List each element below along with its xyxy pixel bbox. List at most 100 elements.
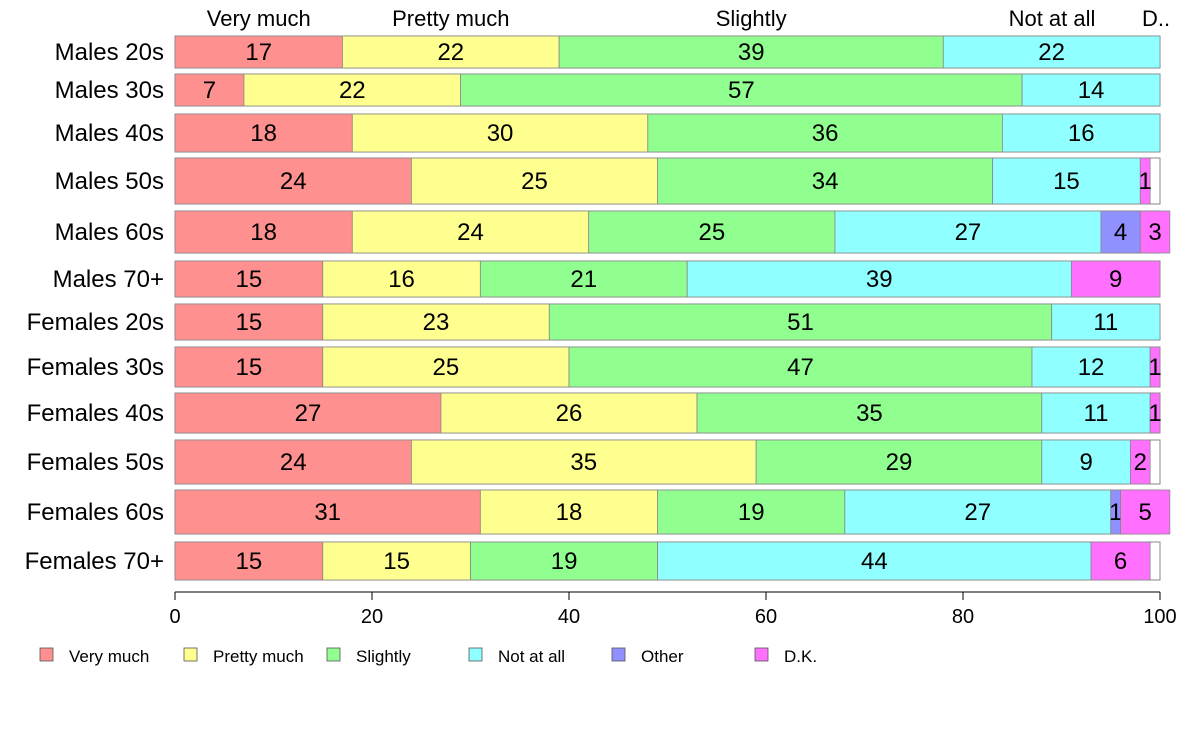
legend-label-d-k: D.K. — [784, 647, 817, 666]
bar-segment-males-50s-very-much — [174, 157, 412, 205]
data-label-females-50s-slightly: 29 — [886, 449, 913, 476]
data-label-males-60s-pretty-much: 24 — [457, 219, 484, 246]
legend-swatch-slightly — [326, 647, 341, 662]
data-label-males-20s-slightly: 39 — [738, 39, 765, 66]
row-label-females-20s: Females 20s — [27, 309, 164, 336]
data-label-females-20s-not-at-all: 11 — [1093, 309, 1118, 336]
bar-segment-males-50s-not-at-all — [992, 157, 1141, 205]
top-label-d: D.. — [1142, 6, 1170, 31]
data-label-females-60s-pretty-much: 18 — [556, 499, 583, 526]
data-label-males-30s-slightly: 57 — [728, 77, 755, 104]
data-label-males-50s-d-k: 1 — [1139, 168, 1152, 195]
data-label-females-70-not-at-all: 44 — [861, 548, 888, 575]
data-label-females-70-pretty-much: 15 — [383, 548, 410, 575]
legend-label-other: Other — [641, 647, 684, 666]
x-tick-label-20: 20 — [361, 606, 383, 628]
data-label-females-50s-very-much: 24 — [280, 449, 307, 476]
data-label-males-30s-not-at-all: 14 — [1078, 77, 1105, 104]
x-tick-label-80: 80 — [952, 606, 974, 628]
bar-segment-males-20s-pretty-much — [342, 35, 560, 69]
data-label-males-30s-very-much: 7 — [203, 77, 216, 104]
bar-segment-females-70-slightly — [470, 541, 659, 581]
bar-segment-males-20s-not-at-all — [942, 35, 1161, 69]
row-label-males-50s: Males 50s — [55, 168, 164, 195]
data-label-males-60s-other: 4 — [1114, 219, 1127, 246]
bar-segment-females-70-d-k — [1090, 541, 1151, 581]
bar-segment-males-60s-not-at-all — [834, 210, 1102, 254]
bar-segment-males-70-pretty-much — [322, 260, 481, 298]
data-label-females-60s-d-k: 5 — [1139, 499, 1152, 526]
row-label-females-30s: Females 30s — [27, 354, 164, 381]
data-label-males-50s-pretty-much: 25 — [521, 168, 548, 195]
bar-segment-males-60s-slightly — [588, 210, 836, 254]
row-label-males-20s: Males 20s — [55, 39, 164, 66]
data-label-females-30s-slightly: 47 — [787, 354, 814, 381]
bar-segment-males-70-slightly — [479, 260, 688, 298]
bar-segment-females-60s-d-k — [1120, 489, 1171, 535]
bar-segment-males-30s-pretty-much — [243, 73, 462, 107]
data-label-females-50s-d-k: 2 — [1134, 449, 1147, 476]
data-label-males-70-d-k: 9 — [1109, 266, 1122, 293]
x-tick-label-100: 100 — [1143, 606, 1176, 628]
legend-label-slightly: Slightly — [356, 647, 411, 666]
bar-segment-females-50s-d-k — [1130, 439, 1151, 485]
bar-segment-males-70-d-k — [1070, 260, 1161, 298]
data-label-males-40s-not-at-all: 16 — [1068, 120, 1095, 147]
x-tick-label-40: 40 — [558, 606, 580, 628]
data-label-females-40s-pretty-much: 26 — [556, 400, 583, 427]
x-axis: 0 20 40 60 80 100 — [169, 591, 1177, 628]
data-label-females-50s-pretty-much: 35 — [570, 449, 597, 476]
bar-segment-males-30s-very-much — [174, 73, 245, 107]
top-label-very-much: Very much — [207, 6, 311, 31]
data-label-females-30s-not-at-all: 12 — [1078, 354, 1105, 381]
bar-segment-females-40s-d-k — [1149, 392, 1161, 434]
bar-segment-males-50s-pretty-much — [410, 157, 659, 205]
bar-segment-females-70-very-much — [174, 541, 324, 581]
row-label-females-50s: Females 50s — [27, 449, 164, 476]
bar-segment-females-50s-not-at-all — [1041, 439, 1131, 485]
x-tick-label-0: 0 — [169, 606, 180, 628]
data-label-males-30s-pretty-much: 22 — [339, 77, 366, 104]
bar-segment-males-40s-slightly — [647, 113, 1003, 153]
data-label-males-40s-pretty-much: 30 — [487, 120, 514, 147]
data-label-females-40s-not-at-all: 11 — [1084, 400, 1109, 427]
data-label-males-20s-not-at-all: 22 — [1038, 39, 1065, 66]
bar-segment-males-30s-not-at-all — [1021, 73, 1161, 107]
bar-segment-males-60s-pretty-much — [351, 210, 590, 254]
legend: Very much Pretty much Slightly Not at all Ot… — [39, 647, 817, 666]
top-label-pretty-much: Pretty much — [392, 6, 509, 31]
bar-segment-females-40s-not-at-all — [1041, 392, 1151, 434]
bar-segment-males-60s-d-k — [1139, 210, 1171, 254]
row-label-females-40s: Females 40s — [27, 400, 164, 427]
data-label-males-40s-slightly: 36 — [812, 120, 839, 147]
bar-segment-females-30s-d-k — [1149, 346, 1161, 388]
data-label-females-60s-slightly: 19 — [738, 499, 765, 526]
bar-segment-females-50s-very-much — [174, 439, 412, 485]
data-label-males-70-pretty-much: 16 — [388, 266, 415, 293]
bar-segment-females-70-not-at-all — [657, 541, 1092, 581]
data-label-males-60s-very-much: 18 — [250, 219, 277, 246]
bar-segment-males-70-very-much — [174, 260, 324, 298]
row-label-females-70: Females 70+ — [25, 548, 164, 575]
legend-swatch-other — [611, 647, 626, 662]
data-label-females-50s-not-at-all: 9 — [1079, 449, 1092, 476]
bar-segment-males-60s-other — [1100, 210, 1141, 254]
legend-label-not-at-all: Not at all — [498, 647, 565, 666]
top-label-slightly: Slightly — [716, 6, 787, 31]
bar-segment-females-20s-pretty-much — [322, 303, 550, 341]
legend-swatch-pretty-much — [183, 647, 198, 662]
legend-swatch-d-k — [754, 647, 769, 662]
data-label-females-60s-not-at-all: 27 — [964, 499, 991, 526]
bar-segment-females-40s-slightly — [696, 392, 1043, 434]
data-label-females-30s-pretty-much: 25 — [433, 354, 460, 381]
bar-segment-females-60s-not-at-all — [844, 489, 1112, 535]
data-label-females-40s-d-k: 1 — [1148, 400, 1161, 427]
top-label-not-at-all: Not at all — [1009, 6, 1096, 31]
data-label-females-20s-very-much: 15 — [236, 309, 263, 336]
row-label-males-40s: Males 40s — [55, 120, 164, 147]
legend-swatch-very-much — [39, 647, 54, 662]
row-label-females-60s: Females 60s — [27, 499, 164, 526]
legend-label-very-much: Very much — [69, 647, 149, 666]
